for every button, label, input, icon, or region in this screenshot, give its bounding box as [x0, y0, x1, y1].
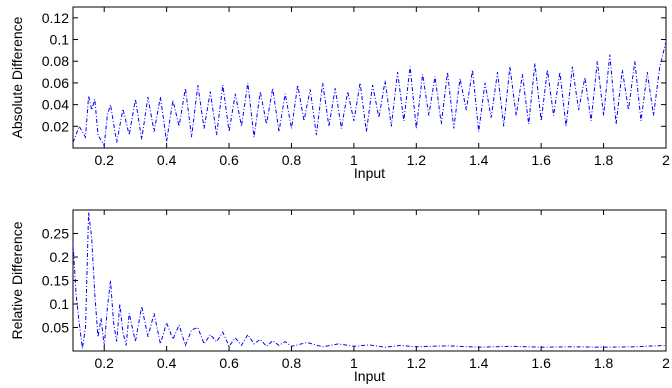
- chart1-x-tick-label: 1.2: [407, 152, 427, 168]
- chart1-x-tick-label: 1.8: [594, 152, 614, 168]
- chart1-y-tick-label: 0.12: [42, 10, 69, 26]
- chart1-y-tick-label: 0.1: [50, 32, 70, 48]
- chart2-x-tick-label: 0.4: [157, 355, 177, 371]
- chart2-y-tick-label: 0.1: [50, 296, 70, 312]
- chart2-y-tick-label: 0.05: [42, 320, 69, 336]
- chart2-x-tick-label: 1.2: [407, 355, 427, 371]
- chart1-y-tick-label: 0.02: [42, 118, 69, 134]
- chart1-x-tick-label: 0.4: [157, 152, 177, 168]
- chart1-x-tick-label: 0.2: [94, 152, 114, 168]
- chart2-x-tick-label: 1: [350, 355, 358, 371]
- chart2-x-tick-label: 0.8: [282, 355, 302, 371]
- chart2-x-tick-label: 2: [662, 355, 670, 371]
- chart1-x-tick-label: 0.6: [219, 152, 239, 168]
- chart2-series-line: [72, 212, 667, 349]
- chart1-axes-frame: [72, 6, 667, 149]
- chart2-x-tick-label: 1.8: [594, 355, 614, 371]
- chart2-y-tick-label: 0.2: [50, 249, 70, 265]
- chart1-x-tick-label: 2: [662, 152, 670, 168]
- chart1-x-tick-label: 1: [350, 152, 358, 168]
- chart1-y-tick-label: 0.06: [42, 75, 69, 91]
- chart1-x-tick-label: 0.8: [282, 152, 302, 168]
- chart1-x-axis-label: Input: [354, 165, 385, 181]
- chart2-y-tick-label: 0.25: [42, 226, 69, 242]
- chart2-axes-frame: [72, 209, 667, 352]
- chart1-x-tick-label: 1.6: [531, 152, 551, 168]
- chart2-y-axis-label: Relative Difference: [9, 221, 25, 339]
- chart2-x-tick-label: 1.4: [469, 355, 489, 371]
- chart1-y-tick-label: 0.04: [42, 97, 69, 113]
- chart2-x-tick-label: 1.6: [531, 355, 551, 371]
- chart2-x-axis-label: Input: [354, 368, 385, 384]
- chart2-x-tick-label: 0.2: [94, 355, 114, 371]
- chart2-x-tick-label: 0.6: [219, 355, 239, 371]
- chart1-series-line: [72, 41, 667, 148]
- chart1-y-tick-label: 0.08: [42, 53, 69, 69]
- chart2-y-tick-label: 0.15: [42, 273, 69, 289]
- chart1-x-tick-label: 1.4: [469, 152, 489, 168]
- chart1-y-axis-label: Absolute Difference: [9, 16, 25, 138]
